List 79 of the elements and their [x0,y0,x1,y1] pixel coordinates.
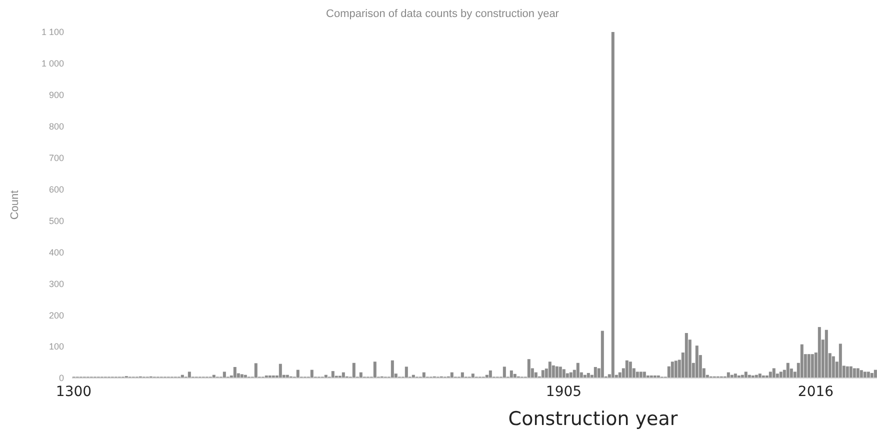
y-tick-label: 600 [48,184,64,194]
bar [611,32,614,378]
bar [832,356,835,378]
y-axis-title: Count [8,190,21,220]
bar [562,369,566,378]
bar [296,370,300,378]
bar [772,368,776,378]
bar [849,366,852,378]
bar [548,362,552,378]
bar [558,366,562,378]
bar [866,372,870,378]
bar [510,370,513,378]
y-tick-label: 200 [48,310,64,320]
y-tick-label: 0 [58,373,64,384]
y-tick-label: 700 [48,153,64,164]
y-tick-label: 900 [48,90,64,100]
bar [810,354,814,378]
bar [818,327,821,378]
bar [636,372,639,378]
bar [600,330,604,378]
bar [278,364,282,378]
bar [870,372,874,378]
bar [240,374,244,378]
bar [586,372,590,378]
bar [310,370,314,378]
bar [807,354,810,378]
bar [695,346,698,378]
bar [404,366,408,378]
bar [555,366,558,378]
chart-title: Comparison of data counts by construction year [325,8,560,20]
bar [552,365,555,378]
y-tick-label: 1 000 [41,58,64,69]
bar [684,333,688,378]
bar [373,362,376,378]
bar [527,359,530,378]
bar [786,362,790,378]
y-tick-label: 100 [48,342,64,352]
x-tick-label: 1905 [546,384,582,400]
bar [639,372,642,378]
y-tick-label: 1 100 [41,27,64,38]
bar [390,360,394,378]
bar [768,372,772,378]
bar [852,368,856,378]
y-tick-label: 400 [48,247,64,258]
bar [824,330,828,378]
bar [625,360,628,378]
bar [800,344,804,378]
bar [758,374,762,378]
bar [838,344,842,378]
bar [233,366,236,378]
bar [222,372,226,378]
bar [856,368,860,378]
y-tick-label: 300 [48,278,64,289]
bar [674,360,678,378]
y-tick-label: 500 [48,216,64,226]
bar [352,362,356,378]
bar [488,370,492,378]
bar [670,362,674,378]
x-tick-label: 1300 [56,384,92,400]
bar [541,370,544,378]
bar [734,374,737,378]
bar [642,372,646,378]
bar [846,366,849,378]
bar [628,362,632,378]
y-tick-label: 800 [48,122,64,132]
bar [860,370,863,378]
bar [863,372,866,378]
bar [594,366,597,378]
bar [779,372,782,378]
bar [471,374,474,378]
bar [331,371,334,378]
x-tick-label: 2016 [798,384,834,400]
bar [744,372,748,378]
bar [874,370,877,378]
x-axis-title: Construction year [507,408,679,430]
bar [502,366,506,378]
bar [576,362,580,378]
bar [188,372,191,378]
bar [254,363,258,378]
